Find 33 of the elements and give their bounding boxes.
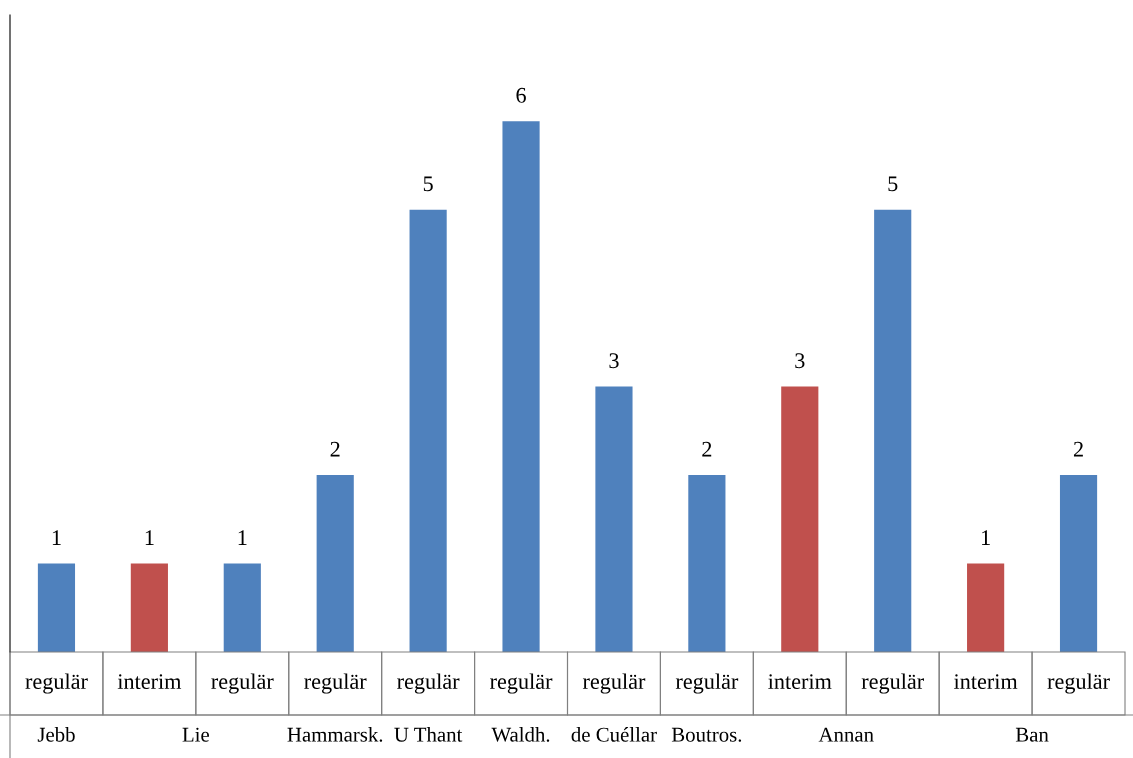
x-tick-label: regulär (304, 673, 367, 694)
data-label: 5 (888, 176, 898, 192)
x-tick-label: regulär (582, 673, 646, 694)
x-tick-label: regulär (490, 673, 553, 694)
data-label: 2 (702, 441, 712, 457)
text: U Thant (394, 727, 463, 742)
text: Ban (1015, 727, 1049, 742)
x-tick-label: regulär (861, 673, 924, 694)
x-tick-label: regulär (25, 673, 88, 694)
x-tick-label: interim (117, 674, 182, 690)
x-tick-label: interim (768, 674, 832, 690)
x-tick-label: regulär (675, 673, 739, 694)
x-tick-label: regulär (397, 673, 460, 694)
data-label: 5 (423, 176, 433, 192)
text: de Cuéllar (571, 727, 657, 742)
data-label: 3 (609, 353, 619, 369)
data-label: 2 (330, 441, 340, 457)
data-label: 2 (1073, 441, 1083, 457)
text: Hammarsk. (287, 727, 383, 742)
data-label: 1 (145, 530, 154, 545)
data-label: 3 (795, 353, 805, 369)
x-tick-label: regulär (1047, 673, 1110, 694)
text: Boutros. (671, 727, 742, 742)
data-label: 1 (238, 530, 247, 545)
data-label: 6 (516, 87, 526, 103)
data-label: 1 (52, 530, 61, 545)
data-label: 1 (982, 530, 990, 545)
x-tick-label: interim (954, 674, 1018, 690)
text: Annan (818, 727, 874, 742)
text: Jebb (37, 727, 75, 742)
text: Waldh. (491, 727, 550, 742)
text: Lie (182, 727, 209, 742)
x-tick-label: regulär (211, 673, 274, 694)
